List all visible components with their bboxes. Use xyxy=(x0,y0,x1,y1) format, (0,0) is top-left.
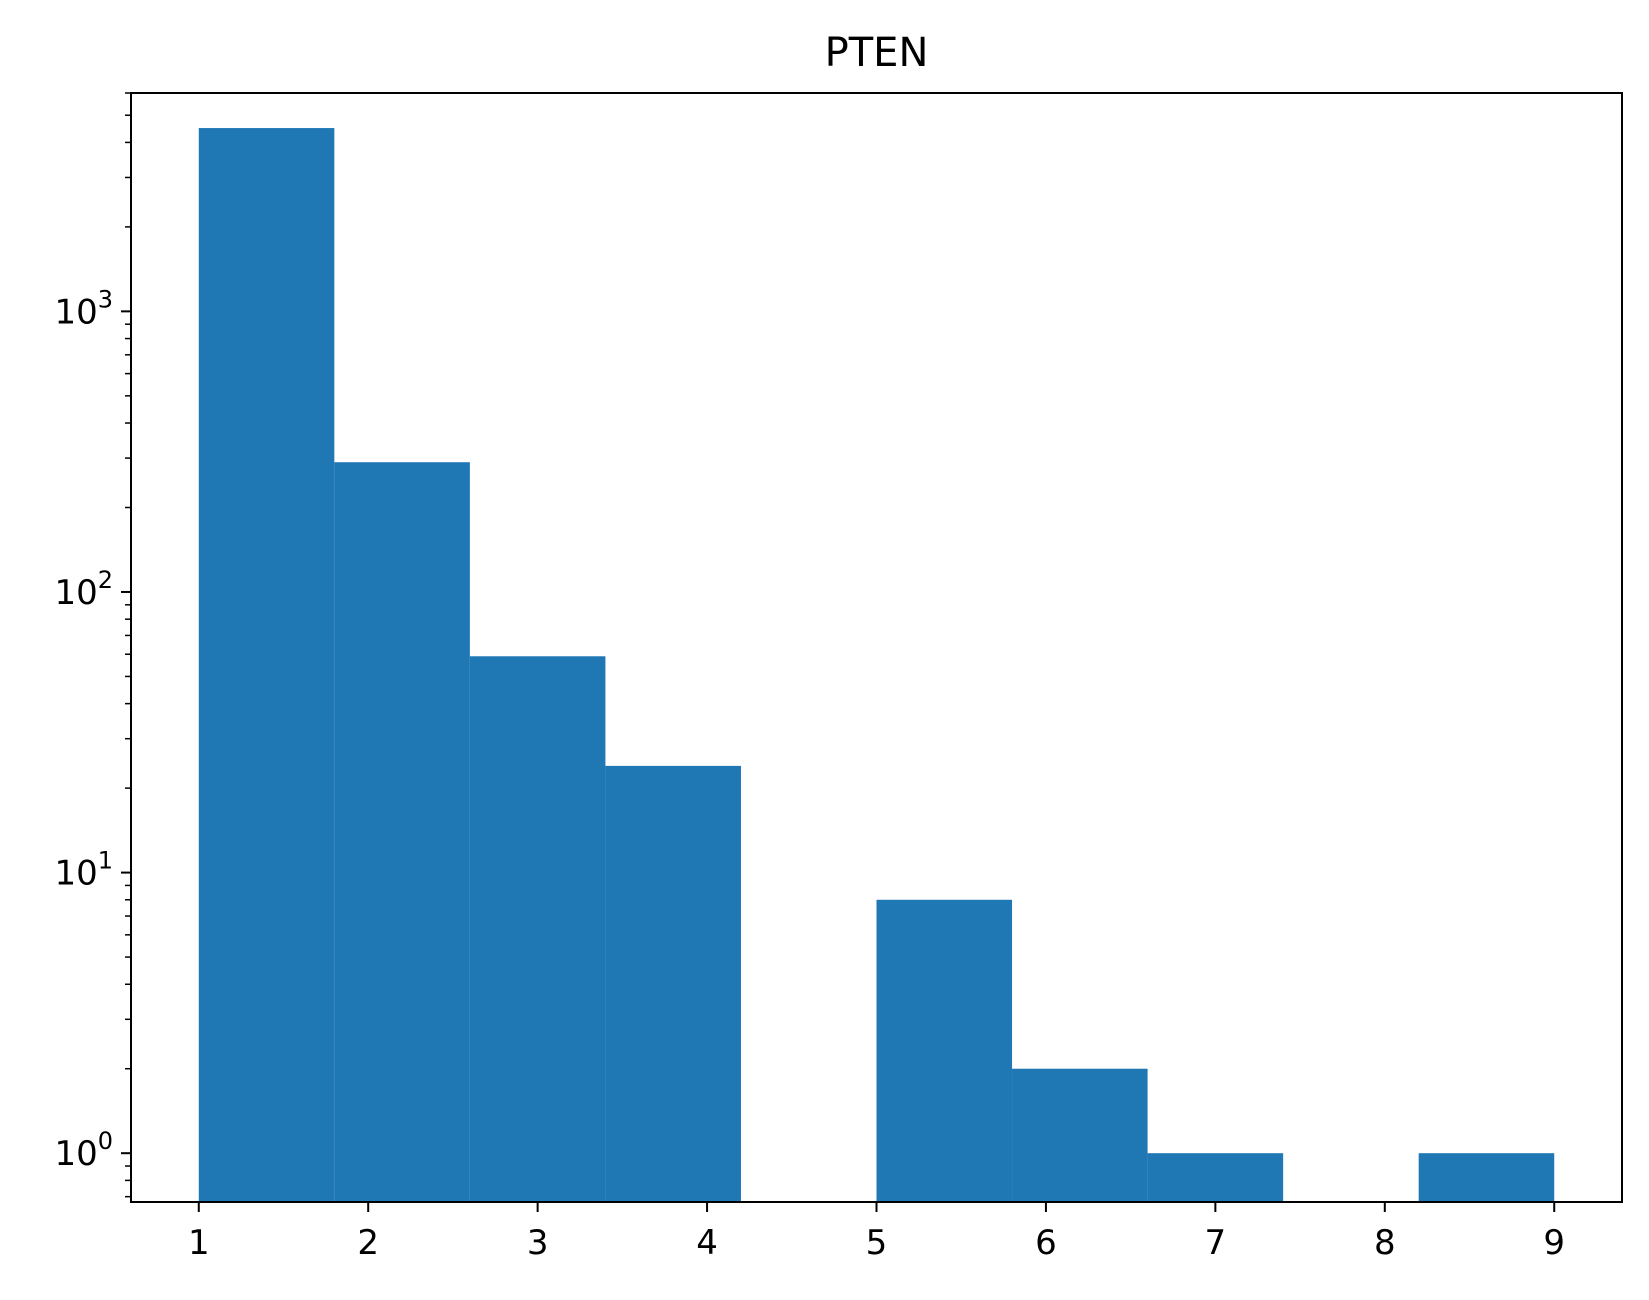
y-tick-label: 101 xyxy=(54,847,113,894)
histogram-bar xyxy=(469,656,606,1202)
histogram-bar xyxy=(1012,1068,1148,1202)
bars-group xyxy=(198,128,1555,1202)
chart-title: PTEN xyxy=(825,30,929,76)
histogram-bar xyxy=(198,128,335,1202)
histogram-bar xyxy=(876,899,1013,1202)
x-tick-label: 1 xyxy=(188,1223,210,1263)
y-tick-label: 103 xyxy=(54,285,113,332)
x-tick-label: 7 xyxy=(1205,1223,1227,1263)
histogram-bar xyxy=(1418,1153,1555,1202)
x-tick-label: 5 xyxy=(866,1223,888,1263)
histogram-bar xyxy=(334,462,470,1202)
x-tick-label: 3 xyxy=(527,1223,549,1263)
histogram-bar xyxy=(1147,1153,1284,1202)
x-tick-label: 2 xyxy=(357,1223,379,1263)
x-tick-label: 9 xyxy=(1543,1223,1565,1263)
y-tick-label: 102 xyxy=(54,566,113,613)
x-axis: 1 2 3 4 5 6 7 8 9 xyxy=(188,1202,1565,1263)
x-tick-label: 8 xyxy=(1374,1223,1396,1263)
histogram-bar xyxy=(605,765,741,1202)
x-tick-label: 6 xyxy=(1035,1223,1057,1263)
x-tick-label: 4 xyxy=(696,1223,718,1263)
y-tick-label: 100 xyxy=(54,1127,113,1174)
y-axis: 100 101 102 103 xyxy=(54,92,131,1198)
